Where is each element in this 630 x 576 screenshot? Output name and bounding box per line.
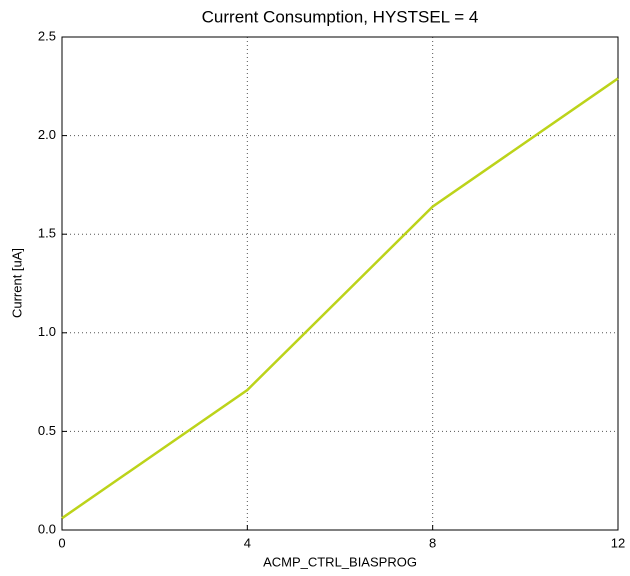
x-tick-label: 12 [611, 535, 625, 550]
x-tick-label: 0 [58, 535, 65, 550]
y-tick-label: 1.0 [38, 324, 56, 339]
y-tick-label: 2.0 [38, 127, 56, 142]
y-tick-label: 1.5 [38, 226, 56, 241]
plot-frame [61, 36, 619, 531]
y-tick-label: 2.5 [38, 28, 56, 43]
y-tick-label: 0.5 [38, 423, 56, 438]
y-axis-label: Current [uA] [9, 248, 24, 318]
x-axis-label: ACMP_CTRL_BIASPROG [263, 554, 417, 569]
data-line [61, 77, 619, 520]
chart-title: Current Consumption, HYSTSEL = 4 [202, 7, 479, 26]
y-tick-label: 0.0 [38, 521, 56, 536]
x-tick-label: 8 [429, 535, 436, 550]
x-tick-label: 4 [244, 535, 251, 550]
